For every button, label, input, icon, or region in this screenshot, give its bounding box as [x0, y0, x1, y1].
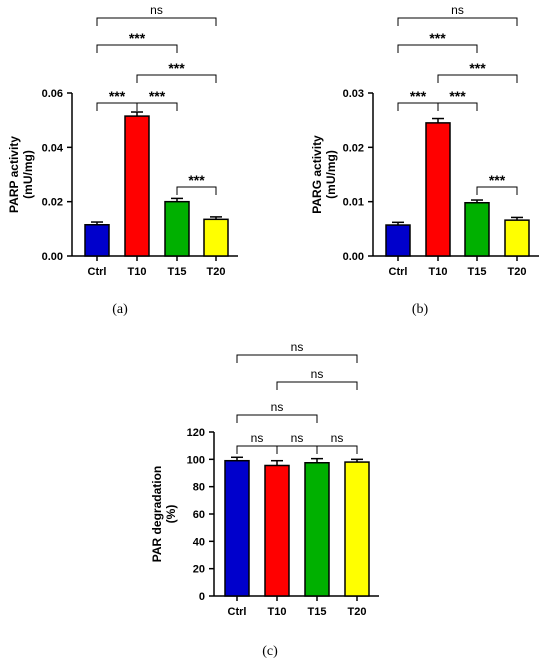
bar-t15 [304, 462, 330, 597]
significance-label: ns [311, 367, 324, 381]
significance-label: ns [291, 431, 304, 445]
y-tick-label: 0 [199, 591, 205, 603]
y-tick-label: 60 [193, 509, 205, 521]
x-tick-label: T20 [508, 266, 527, 278]
x-tick-label: T15 [468, 266, 487, 278]
significance-bracket [276, 381, 358, 390]
significance-label: *** [489, 172, 506, 188]
y-axis-title-line: (mU/mg) [324, 150, 338, 199]
significance-label: *** [149, 88, 166, 104]
significance-label: *** [469, 60, 486, 76]
significance-label: ns [291, 340, 304, 354]
y-axis-title-line: PARP activity [7, 136, 21, 213]
bar-t10 [124, 115, 150, 257]
y-tick-label: 80 [193, 482, 205, 494]
significance-label: ns [271, 400, 284, 414]
x-tick-label: Ctrl [228, 606, 247, 618]
significance-bracket [136, 102, 178, 111]
bar-ctrl [385, 224, 411, 257]
bar-t20 [504, 219, 530, 257]
bar-t20 [344, 461, 370, 597]
significance-label: ns [331, 431, 344, 445]
significance-label: ns [150, 3, 163, 17]
bar-ctrl [224, 459, 250, 597]
y-tick-label: 120 [187, 427, 205, 439]
y-tick-label: 100 [187, 454, 205, 466]
y-axis-title: PARP activity(mU/mg) [7, 136, 35, 213]
significance-label: *** [449, 88, 466, 104]
significance-bracket [437, 102, 478, 111]
significance-bracket [136, 74, 217, 83]
x-tick-label: T15 [168, 266, 187, 278]
y-tick-label: 0.02 [42, 197, 63, 209]
bar-t20 [203, 218, 229, 257]
x-tick-label: Ctrl [88, 266, 107, 278]
y-tick-label: 40 [193, 536, 205, 548]
significance-bracket [96, 102, 138, 111]
bar-t10 [425, 122, 451, 257]
y-tick-label: 0.00 [42, 251, 63, 263]
x-tick-label: T10 [128, 266, 147, 278]
y-tick-label: 0.01 [343, 197, 364, 209]
y-axis-title: PARG activity(mU/mg) [310, 135, 338, 214]
y-tick-label: 0.02 [343, 142, 364, 154]
significance-label: *** [188, 172, 205, 188]
x-tick-label: T20 [348, 606, 367, 618]
y-axis-title: PAR degradation(%) [150, 466, 178, 562]
significance-label: *** [410, 88, 427, 104]
significance-bracket [397, 44, 478, 53]
x-tick-label: T15 [308, 606, 327, 618]
bar-t10 [264, 464, 290, 597]
significance-bracket [96, 17, 217, 26]
chart-panel-c: 0 20 40 60 80 100 120 PAR degradation(%) Ctrl T10… [150, 340, 379, 659]
panel-caption: (a) [112, 302, 128, 317]
panel-caption: (c) [262, 644, 278, 659]
significance-bracket [437, 74, 518, 83]
significance-label: *** [109, 88, 126, 104]
x-tick-label: T10 [429, 266, 448, 278]
significance-bracket [276, 445, 318, 454]
y-tick-label: 20 [193, 564, 205, 576]
significance-bracket [236, 445, 278, 454]
significance-label: *** [168, 60, 185, 76]
y-tick-label: 0.04 [42, 142, 64, 154]
bar-t15 [464, 202, 490, 257]
significance-bracket [476, 186, 518, 195]
x-tick-label: T20 [207, 266, 226, 278]
x-tick-label: Ctrl [389, 266, 408, 278]
y-axis-title-line: (mU/mg) [21, 150, 35, 199]
x-tick-label: T10 [268, 606, 287, 618]
y-axis-title-line: (%) [164, 505, 178, 524]
significance-label: ns [251, 431, 264, 445]
significance-bracket [236, 354, 358, 363]
significance-label: *** [129, 30, 146, 46]
y-axis-title-line: PAR degradation [150, 466, 164, 562]
significance-bracket [96, 44, 178, 53]
panel-caption: (b) [412, 302, 429, 317]
chart-panel-b: 0.00 0.01 0.02 0.03 PARG activity(mU/mg) Ctrl… [310, 3, 539, 317]
bar-ctrl [84, 224, 110, 257]
significance-bracket [176, 186, 217, 195]
y-tick-label: 0.00 [343, 251, 364, 263]
chart-panel-a: 0.00 0.02 0.04 0.06 PARP activity(mU/mg) Ctrl… [7, 3, 238, 317]
bar-t15 [164, 200, 190, 257]
significance-label: *** [429, 30, 446, 46]
significance-bracket [236, 414, 318, 423]
y-tick-label: 0.03 [343, 88, 364, 100]
significance-bracket [397, 102, 439, 111]
significance-bracket [316, 445, 358, 454]
y-axis-title-line: PARG activity [310, 135, 324, 214]
significance-label: ns [451, 3, 464, 17]
significance-bracket [397, 17, 518, 26]
y-tick-label: 0.06 [42, 88, 63, 100]
